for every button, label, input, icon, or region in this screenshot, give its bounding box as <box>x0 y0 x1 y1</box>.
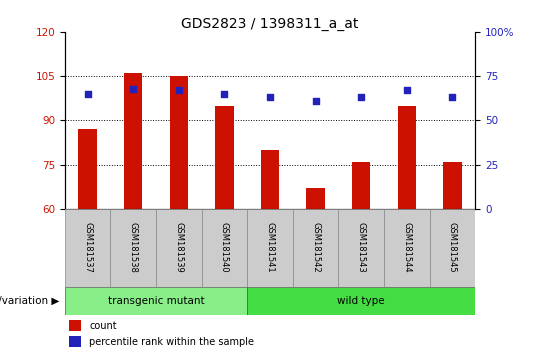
Text: transgenic mutant: transgenic mutant <box>107 296 204 306</box>
Point <box>357 95 366 100</box>
Text: GSM181544: GSM181544 <box>402 222 411 273</box>
Bar <box>430 209 475 287</box>
Bar <box>443 162 462 209</box>
Text: GSM181540: GSM181540 <box>220 222 229 273</box>
Title: GDS2823 / 1398311_a_at: GDS2823 / 1398311_a_at <box>181 17 359 31</box>
Bar <box>352 162 370 209</box>
Bar <box>384 209 430 287</box>
Point <box>448 95 457 100</box>
Point <box>83 91 92 97</box>
Text: count: count <box>90 321 117 331</box>
Bar <box>78 129 97 209</box>
Bar <box>293 209 339 287</box>
Bar <box>124 73 143 209</box>
Bar <box>156 209 201 287</box>
Bar <box>69 320 81 331</box>
Point <box>402 87 411 93</box>
Bar <box>65 209 110 287</box>
Text: wild type: wild type <box>338 296 385 306</box>
Bar <box>215 105 233 209</box>
Bar <box>397 105 416 209</box>
Text: GSM181545: GSM181545 <box>448 222 457 273</box>
Point <box>129 86 138 91</box>
Bar <box>247 287 475 315</box>
Bar <box>110 209 156 287</box>
Bar <box>339 209 384 287</box>
Text: GSM181538: GSM181538 <box>129 222 138 273</box>
Text: percentile rank within the sample: percentile rank within the sample <box>90 337 254 347</box>
Text: GSM181542: GSM181542 <box>311 222 320 273</box>
Point <box>311 98 320 104</box>
Text: GSM181537: GSM181537 <box>83 222 92 273</box>
Text: genotype/variation ▶: genotype/variation ▶ <box>0 296 59 306</box>
Point <box>174 87 183 93</box>
Text: GSM181539: GSM181539 <box>174 222 183 273</box>
Bar <box>247 209 293 287</box>
Point <box>266 95 274 100</box>
Bar <box>170 76 188 209</box>
Text: GSM181543: GSM181543 <box>357 222 366 273</box>
Bar <box>261 150 279 209</box>
Bar <box>201 209 247 287</box>
Bar <box>307 188 325 209</box>
Bar <box>69 336 81 347</box>
Text: GSM181541: GSM181541 <box>266 222 274 273</box>
Point <box>220 91 229 97</box>
Bar <box>65 287 247 315</box>
